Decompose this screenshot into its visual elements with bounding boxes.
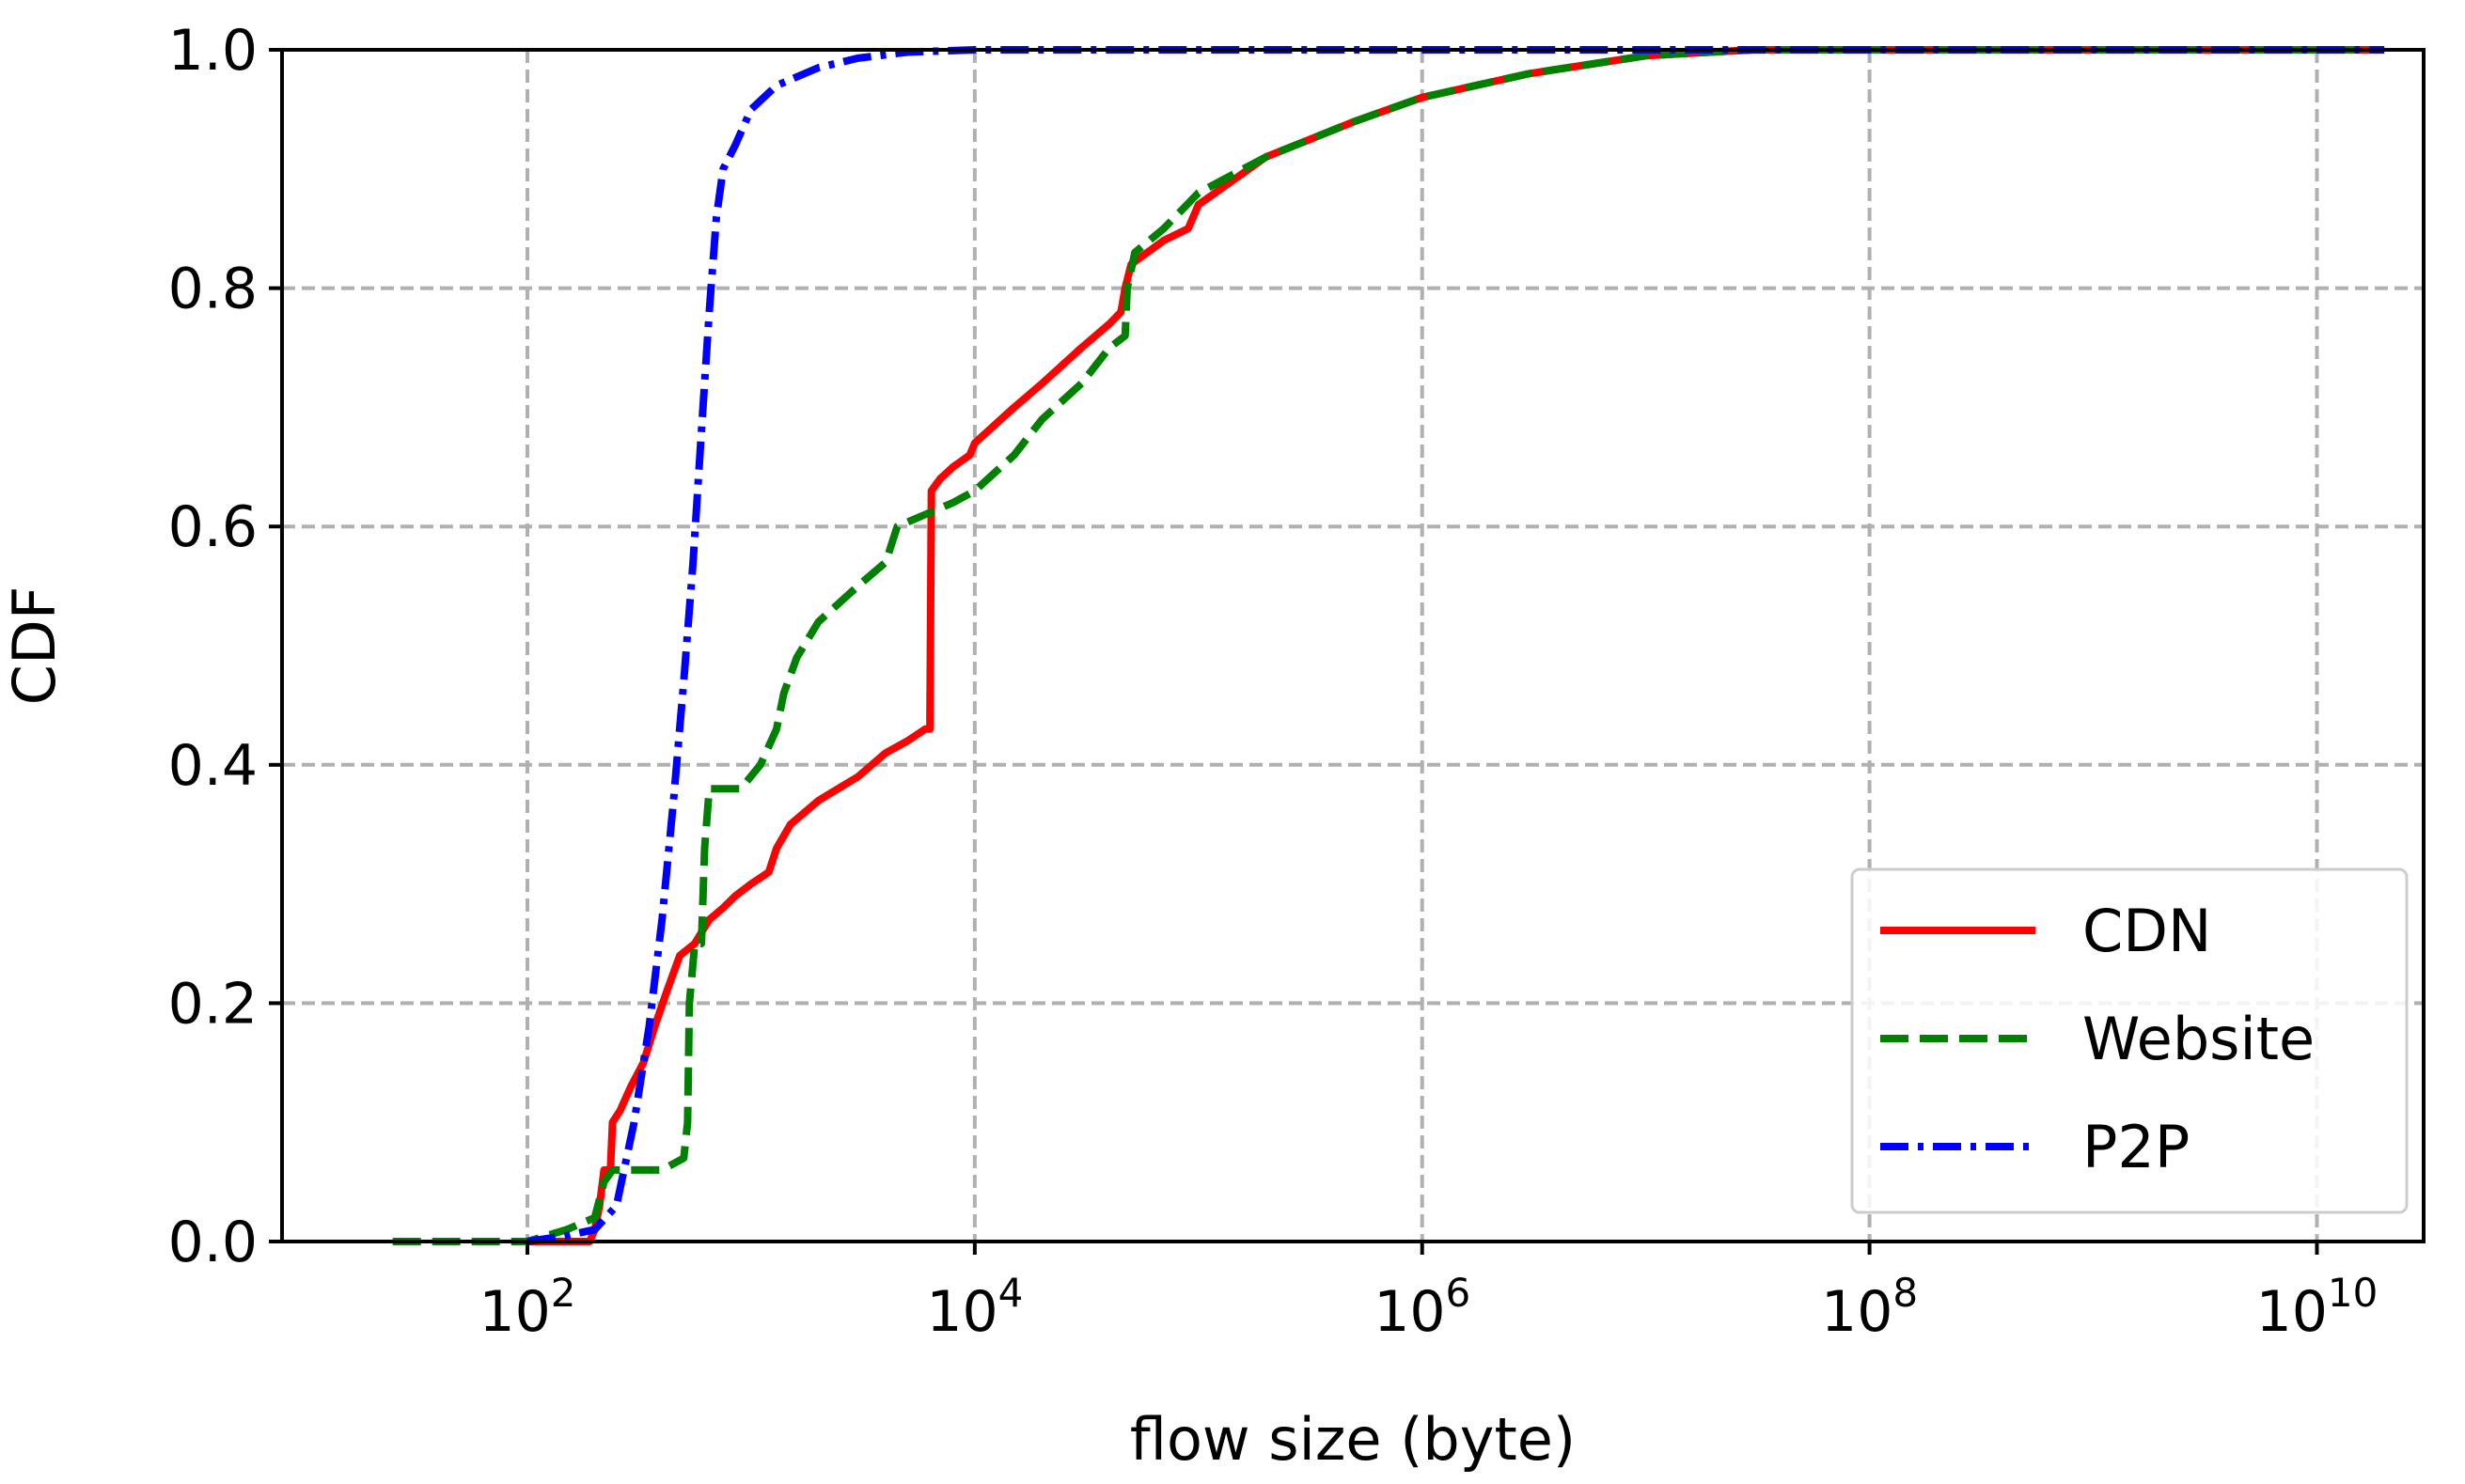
legend: CDN Website P2P xyxy=(1850,867,2409,1214)
y-tick-label: 0.2 xyxy=(168,971,258,1037)
x-tick-label: 1010 xyxy=(2256,1270,2379,1345)
legend-label-website: Website xyxy=(2082,1005,2315,1073)
series-lines xyxy=(392,46,2385,1245)
plot-frame xyxy=(280,48,2426,1243)
y-tick-label: 0.8 xyxy=(168,257,258,322)
series-line-p2p xyxy=(526,46,2385,1245)
y-tick-label: 0.4 xyxy=(168,733,258,799)
x-tick-label: 102 xyxy=(479,1270,575,1345)
y-tick-label: 0.0 xyxy=(168,1210,258,1275)
y-tick-label: 0.6 xyxy=(168,494,258,560)
series-line-website xyxy=(392,46,2385,1245)
x-tick-label: 108 xyxy=(1821,1270,1918,1345)
x-axis-label: flow size (byte) xyxy=(1130,1405,1576,1474)
legend-box xyxy=(1850,867,2409,1214)
axis-ticks: 0.0 0.2 0.4 0.6 0.8 1.0 102 104 106 108 1010 xyxy=(168,18,2379,1345)
y-tick-label: 1.0 xyxy=(168,18,258,84)
x-tick-label: 106 xyxy=(1374,1270,1470,1345)
series-line-cdn xyxy=(527,46,2385,1245)
legend-label-cdn: CDN xyxy=(2082,897,2211,965)
y-axis-label: CDF xyxy=(0,586,69,706)
legend-label-p2p: P2P xyxy=(2082,1113,2190,1181)
x-tick-label: 104 xyxy=(926,1270,1023,1345)
